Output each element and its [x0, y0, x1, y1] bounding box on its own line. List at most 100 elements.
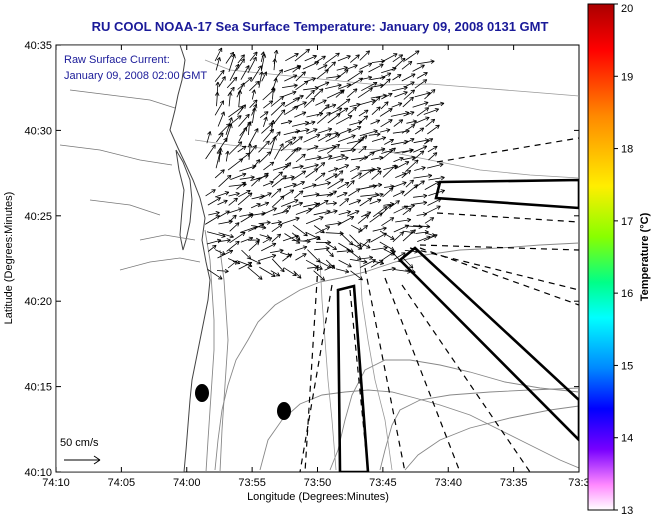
current-vector-head	[303, 101, 307, 106]
current-vector	[295, 153, 306, 163]
current-vector-head	[423, 213, 428, 217]
current-vector-head	[315, 168, 319, 173]
current-vector	[401, 170, 411, 179]
current-vector	[414, 92, 431, 98]
current-vector-head	[298, 201, 303, 204]
current-vector-head	[261, 71, 264, 76]
current-vector-head	[433, 89, 436, 94]
current-vector-head	[243, 173, 247, 177]
current-vector-head	[402, 252, 406, 257]
current-vector-head	[294, 272, 297, 276]
current-vector-head	[391, 187, 394, 192]
current-vector-head	[315, 87, 319, 91]
current-vector-head	[345, 164, 350, 169]
current-vector	[258, 254, 277, 261]
current-vector	[359, 50, 370, 61]
current-vector	[306, 113, 323, 118]
current-vector	[207, 268, 223, 280]
current-vector-head	[427, 173, 433, 176]
current-vector-head	[282, 267, 285, 272]
current-vector	[368, 184, 382, 187]
current-vector	[238, 113, 250, 127]
current-vector	[283, 130, 300, 136]
current-vector	[346, 77, 363, 88]
current-vector	[358, 109, 369, 117]
current-vector	[225, 150, 229, 162]
current-vector	[371, 170, 382, 180]
current-vector-head	[441, 190, 445, 194]
current-vector	[316, 104, 330, 117]
current-vector-head	[252, 164, 257, 167]
current-vector	[250, 203, 261, 209]
current-vector	[314, 172, 326, 182]
current-vector-head	[376, 106, 381, 109]
current-vector-head	[327, 226, 331, 231]
current-vector-head	[297, 97, 300, 102]
current-vector	[295, 71, 306, 82]
current-vector-head	[255, 177, 261, 180]
current-vector	[394, 161, 410, 170]
current-vector	[238, 90, 241, 108]
current-vector-head	[268, 140, 270, 145]
current-vector-head	[405, 111, 410, 113]
current-vector-head	[300, 136, 303, 141]
current-vector-head	[299, 164, 304, 167]
current-vector	[384, 139, 394, 145]
current-vector	[251, 195, 265, 200]
current-vector	[324, 104, 337, 110]
current-vector-head	[243, 54, 245, 59]
current-vector	[351, 172, 362, 180]
current-vector	[229, 141, 243, 154]
current-vector	[383, 203, 394, 206]
current-vector-head	[379, 157, 384, 161]
current-vector-head	[393, 147, 396, 152]
current-vector-head	[440, 163, 444, 168]
current-vector	[315, 200, 329, 208]
current-vector	[381, 53, 398, 63]
current-vector-head	[300, 95, 304, 99]
current-vector-head	[421, 166, 426, 168]
current-vector-head	[388, 78, 391, 83]
current-vector-head	[412, 73, 416, 78]
current-vector-head	[313, 90, 315, 95]
colorbar-tick-label: 14	[621, 433, 633, 445]
current-vector	[294, 111, 307, 118]
current-vector-head	[392, 267, 396, 272]
current-vector-head	[373, 129, 378, 131]
current-vector	[350, 136, 365, 151]
current-vector-head	[275, 136, 277, 141]
current-vector-head	[364, 214, 369, 216]
current-vector-head	[226, 238, 231, 241]
current-vector	[259, 234, 271, 239]
sandy-hook	[175, 149, 193, 251]
current-vector-head	[356, 258, 362, 260]
current-vector-head	[216, 212, 220, 216]
current-vector-head	[293, 137, 297, 141]
current-vector-head	[255, 240, 260, 243]
current-vector-head	[412, 89, 415, 94]
current-vector-head	[424, 79, 428, 84]
current-vector-head	[435, 152, 438, 157]
current-vector	[338, 242, 354, 253]
current-vector-head	[345, 108, 349, 112]
current-vector-head	[253, 51, 258, 54]
current-vector-head	[279, 188, 282, 193]
current-vector-head	[303, 80, 309, 82]
current-vector	[228, 197, 238, 206]
current-vector	[236, 82, 245, 98]
current-vector-head	[411, 264, 414, 269]
current-vector	[317, 64, 328, 70]
current-vector-head	[298, 147, 302, 152]
current-vector	[280, 120, 292, 125]
current-vector-head	[344, 156, 349, 158]
current-vector	[292, 65, 301, 73]
current-vector	[379, 108, 393, 117]
current-vector-head	[320, 162, 325, 164]
current-vector-head	[394, 164, 397, 169]
current-vector	[315, 81, 330, 89]
current-vector	[425, 205, 441, 215]
current-vector	[238, 262, 252, 270]
current-vector-head	[254, 107, 257, 112]
current-vector	[405, 269, 416, 273]
current-vector	[329, 107, 343, 115]
